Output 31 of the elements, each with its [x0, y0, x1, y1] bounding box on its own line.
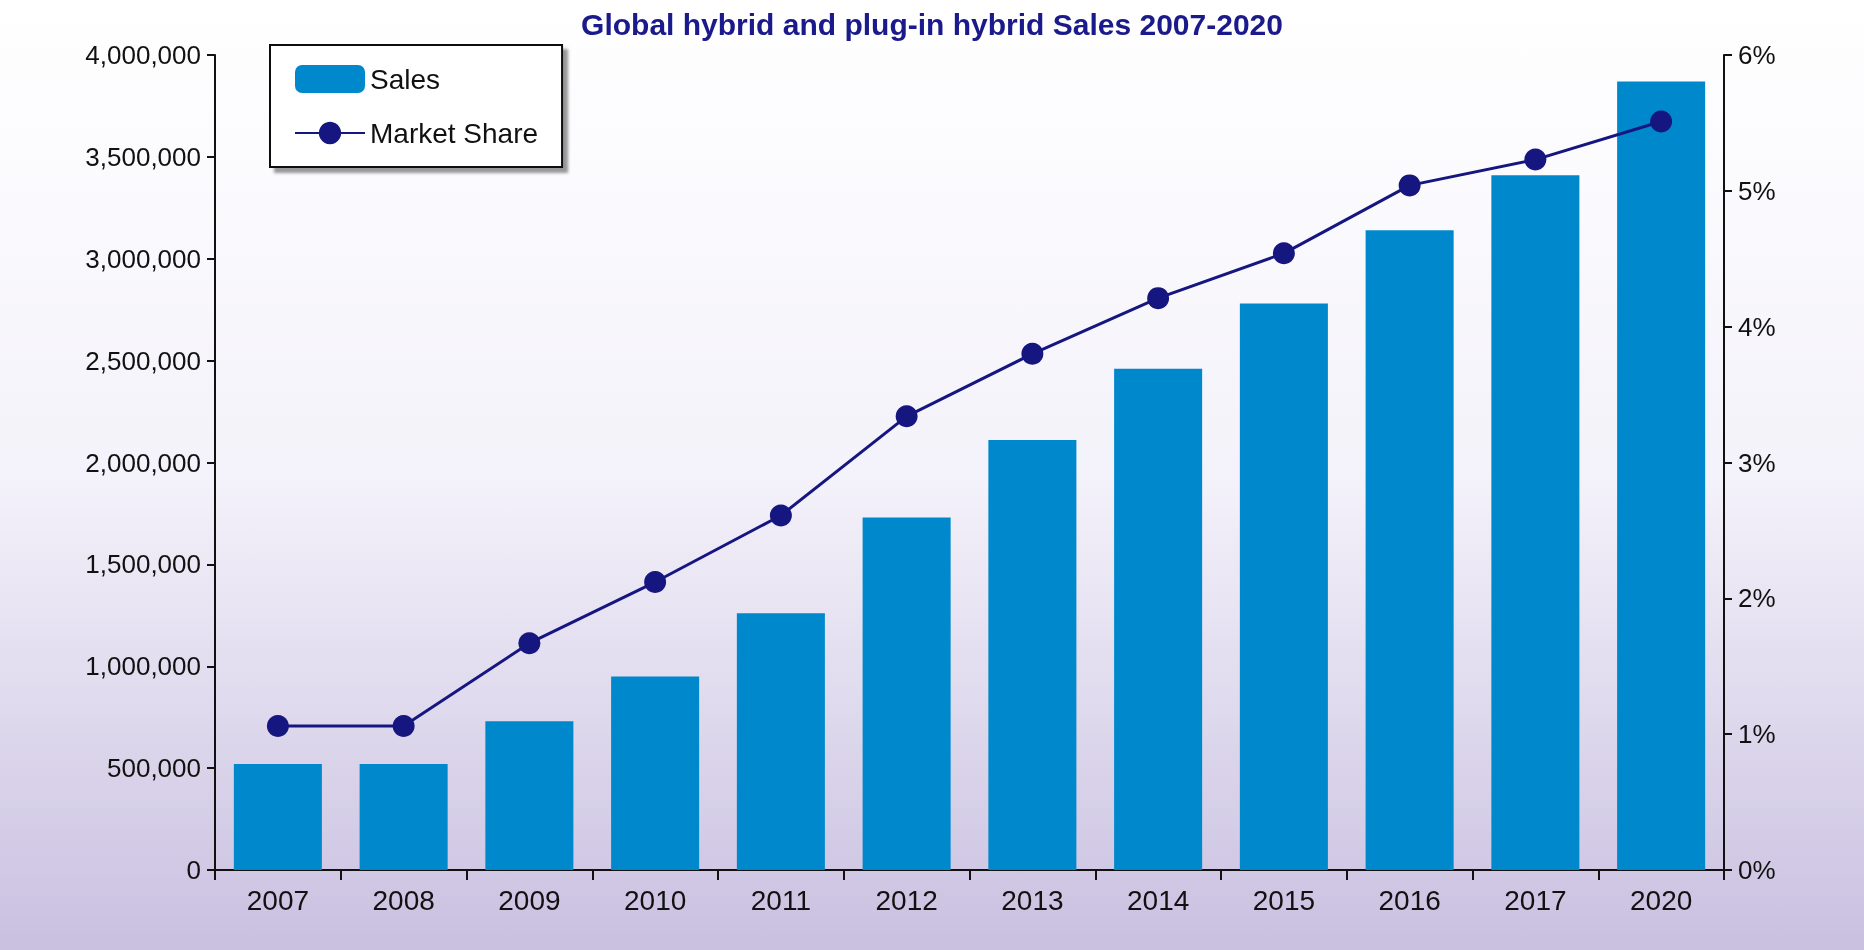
legend-label: Sales — [370, 63, 441, 95]
y-tick-label: 0 — [186, 855, 201, 885]
x-tick-label: 2007 — [246, 884, 310, 916]
y2-tick-label: 6% — [1738, 40, 1776, 70]
y-tick-label: 4,000,000 — [85, 40, 201, 70]
y-tick-label: 1,000,000 — [85, 651, 201, 682]
y-tick-label: 3,000,000 — [85, 243, 201, 274]
x-tick-label: 2020 — [1629, 884, 1693, 916]
y2-tick-label: 2% — [1738, 583, 1776, 614]
y-tick-label: 500,000 — [107, 753, 201, 784]
legend-label: Market Share — [370, 117, 539, 149]
y2-tick-label: 4% — [1738, 311, 1776, 342]
y-tick-label: 3,500,000 — [85, 141, 201, 172]
x-tick-label: 2012 — [875, 884, 938, 916]
y2-tick-label: 1% — [1738, 719, 1776, 750]
x-tick-label: 2017 — [1504, 884, 1567, 916]
x-tick-label: 2015 — [1252, 884, 1316, 916]
y2-tick-label: 0% — [1738, 855, 1776, 885]
y2-tick-label: 5% — [1738, 175, 1776, 206]
x-tick-label: 2009 — [498, 884, 561, 916]
x-tick-label: 2010 — [623, 884, 687, 916]
chart-title: Global hybrid and plug-in hybrid Sales 2007-2020 — [581, 7, 1283, 41]
y-tick-label: 2,000,000 — [85, 447, 201, 478]
y-tick-label: 2,500,000 — [85, 345, 201, 376]
x-tick-label: 2016 — [1378, 884, 1441, 916]
y2-tick-label: 3% — [1738, 447, 1776, 478]
x-tick-label: 2013 — [1001, 884, 1064, 916]
x-tick-label: 2014 — [1126, 884, 1190, 916]
x-tick-label: 2011 — [750, 884, 811, 916]
y-tick-label: 1,500,000 — [85, 549, 201, 580]
x-tick-label: 2008 — [372, 884, 435, 916]
